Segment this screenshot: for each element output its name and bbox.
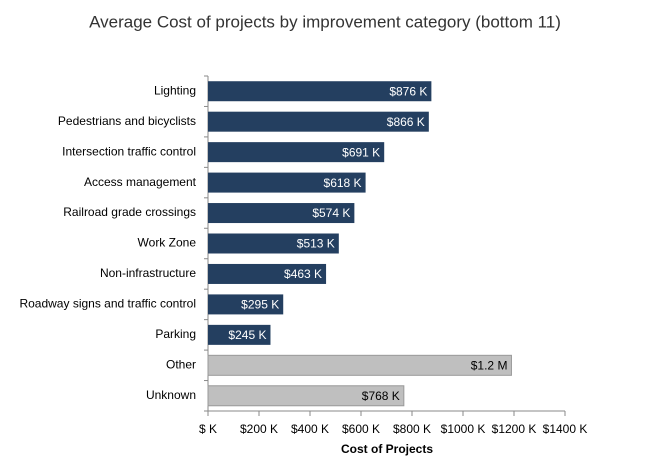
value-label: $1.2 M	[471, 358, 508, 372]
y-tick-label: Work Zone	[138, 236, 197, 250]
y-tick-label: Intersection traffic control	[62, 144, 196, 158]
y-tick-label: Railroad grade crossings	[63, 205, 196, 219]
chart-title: Average Cost of projects by improvement …	[89, 12, 561, 31]
bar	[207, 354, 512, 376]
y-tick-label: Parking	[155, 327, 196, 341]
x-tick-label: $400 K	[291, 422, 329, 436]
value-label: $618 K	[324, 176, 362, 190]
bar	[207, 385, 405, 407]
y-tick-label: Other	[166, 357, 196, 371]
value-label: $768 K	[362, 389, 400, 403]
x-tick-label: $ K	[199, 422, 217, 436]
x-tick-label: $600 K	[342, 422, 380, 436]
bar	[208, 111, 429, 132]
value-label: $295 K	[241, 298, 279, 312]
x-tick-label: $1200 K	[492, 422, 537, 436]
value-label: $866 K	[387, 115, 425, 129]
bar	[208, 142, 385, 163]
value-label: $513 K	[297, 237, 335, 251]
value-label: $463 K	[284, 267, 322, 281]
y-tick-label: Non-infrastructure	[100, 266, 196, 280]
bar	[208, 203, 355, 224]
bar	[208, 324, 271, 345]
value-label: $245 K	[228, 328, 266, 342]
x-axis-title: Cost of Projects	[341, 442, 433, 456]
bar	[208, 233, 339, 254]
value-label: $574 K	[312, 206, 350, 220]
y-tick-label: Lighting	[154, 83, 196, 97]
y-tick-label: Access management	[84, 175, 197, 189]
bar	[208, 172, 366, 193]
value-label: $876 K	[389, 84, 427, 98]
bar	[208, 294, 284, 315]
y-tick-label: Pedestrians and bicyclists	[58, 114, 196, 128]
x-tick-label: $800 K	[393, 422, 431, 436]
bar	[208, 263, 327, 284]
x-tick-label: $1400 K	[543, 422, 588, 436]
y-tick-label: Unknown	[146, 388, 196, 402]
x-tick-label: $1000 K	[441, 422, 486, 436]
bar	[208, 81, 432, 102]
x-tick-label: $200 K	[240, 422, 278, 436]
value-label: $691 K	[342, 145, 380, 159]
y-tick-label: Roadway signs and traffic control	[19, 297, 196, 311]
